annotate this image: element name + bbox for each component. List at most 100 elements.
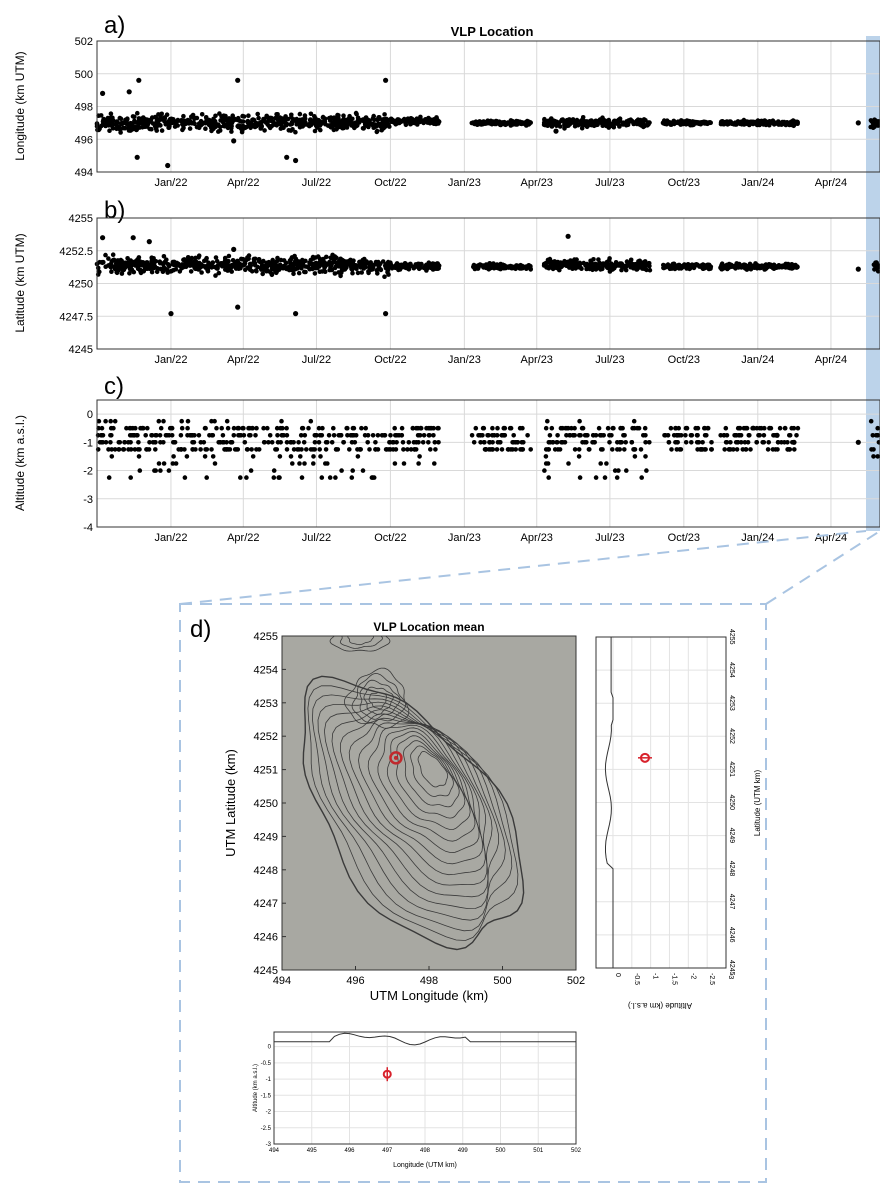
- x-tick-label: Apr/24: [815, 354, 847, 366]
- data-point: [135, 110, 140, 116]
- data-point: [262, 440, 267, 445]
- data-point: [595, 265, 601, 271]
- data-point: [164, 257, 169, 263]
- map-y-tick-label: 4248: [254, 865, 278, 877]
- data-point: [254, 425, 259, 431]
- data-point: [482, 264, 488, 270]
- data-point: [665, 433, 671, 438]
- data-point: [246, 425, 251, 431]
- data-point: [421, 433, 427, 438]
- data-point: [388, 433, 393, 438]
- data-point: [106, 447, 111, 452]
- contour-line: [302, 675, 525, 951]
- data-point: [126, 447, 131, 452]
- data-point: [345, 425, 350, 431]
- side-y-tick-label: 4245: [728, 960, 735, 976]
- data-point: [161, 418, 166, 424]
- x-tick-label: Oct/23: [668, 532, 700, 544]
- data-point: [243, 267, 248, 273]
- side-x-tick-label: -3: [727, 973, 734, 979]
- zoom-line-right: [765, 530, 880, 605]
- data-point: [109, 269, 114, 275]
- data-point: [259, 124, 265, 129]
- data-point: [743, 447, 749, 452]
- data-point: [401, 447, 406, 452]
- data-point: [775, 440, 781, 445]
- data-point: [426, 260, 432, 266]
- data-point: [601, 117, 607, 123]
- data-point: [499, 120, 505, 125]
- data-point: [238, 126, 244, 131]
- data-point: [382, 274, 387, 280]
- data-point: [617, 124, 622, 129]
- data-point: [737, 425, 743, 431]
- data-point: [546, 440, 552, 445]
- data-point: [490, 425, 495, 431]
- data-point: [146, 447, 152, 452]
- contour-line: [417, 750, 449, 788]
- data-point: [393, 433, 398, 438]
- data-point: [616, 468, 621, 473]
- contour-line: [331, 709, 493, 898]
- y-tick-label: -1: [83, 437, 93, 449]
- y-tick-label: -2: [83, 466, 93, 478]
- data-point: [374, 129, 380, 135]
- data-point: [184, 454, 190, 459]
- data-point: [774, 432, 780, 438]
- data-point: [373, 447, 379, 452]
- data-point: [135, 257, 140, 262]
- data-point: [428, 447, 433, 452]
- data-point: [720, 120, 725, 125]
- data-point: [134, 262, 139, 268]
- data-point: [134, 127, 139, 133]
- data-point: [669, 447, 674, 452]
- data-point: [221, 440, 227, 445]
- data-point: [338, 124, 344, 129]
- contour-line: [347, 636, 375, 646]
- data-point: [607, 433, 612, 438]
- data-point: [523, 122, 529, 128]
- data-point: [405, 116, 411, 121]
- data-point: [785, 447, 790, 452]
- data-point: [312, 128, 318, 134]
- data-point: [231, 138, 237, 144]
- data-point: [213, 255, 219, 260]
- data-point: [284, 154, 290, 160]
- data-point: [261, 425, 266, 431]
- bottom-x-tick-label: 495: [307, 1148, 318, 1154]
- data-point: [375, 433, 381, 438]
- data-point: [420, 440, 426, 445]
- data-point: [647, 120, 652, 125]
- bottom-y-tick-label: -2: [266, 1110, 272, 1116]
- data-point: [618, 440, 623, 445]
- data-point: [383, 311, 389, 317]
- data-point: [341, 113, 346, 118]
- data-point: [708, 266, 713, 271]
- data-point: [202, 425, 208, 431]
- data-point: [572, 433, 577, 438]
- data-point: [236, 433, 241, 438]
- data-point: [201, 440, 207, 445]
- data-point: [267, 433, 273, 438]
- data-point: [499, 447, 505, 452]
- data-point: [757, 433, 762, 438]
- data-point: [112, 418, 118, 424]
- data-point: [607, 440, 612, 445]
- bottom-y-tick-label: -1: [266, 1077, 272, 1083]
- data-point: [114, 126, 119, 132]
- data-point: [136, 77, 142, 83]
- data-point: [197, 265, 203, 271]
- data-point: [624, 468, 629, 473]
- data-point: [588, 119, 594, 125]
- data-point: [218, 118, 223, 123]
- data-point: [103, 418, 108, 424]
- bottom-x-tick-label: 499: [458, 1148, 469, 1154]
- data-point: [411, 440, 417, 445]
- data-point: [706, 262, 712, 268]
- data-point: [486, 433, 491, 438]
- data-point: [593, 475, 599, 480]
- data-point: [364, 123, 370, 129]
- data-point: [199, 121, 204, 126]
- data-point: [875, 269, 880, 274]
- data-point: [722, 447, 727, 452]
